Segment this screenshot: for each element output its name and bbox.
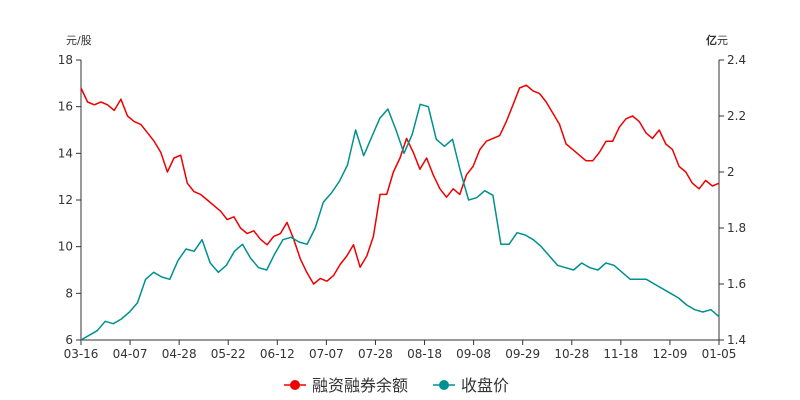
legend-label-close: 收盘价 xyxy=(461,376,509,395)
x-tick-label: 03-16 xyxy=(64,347,99,361)
legend-marker-margin xyxy=(290,380,300,390)
right-tick-label: 2 xyxy=(727,165,735,179)
series-line-close-price xyxy=(80,103,720,341)
x-tick-label: 04-28 xyxy=(162,347,197,361)
x-tick-label: 10-28 xyxy=(554,347,589,361)
legend-item-close-price[interactable]: 收盘价 xyxy=(433,376,509,395)
left-tick-label: 16 xyxy=(58,100,73,114)
axes: 6 8 10 12 14 16 18 1.4 1.6 1.8 2 2.2 2.4 03-16 04-07 04… xyxy=(58,53,746,361)
legend-marker-close xyxy=(439,380,449,390)
left-tick-label: 12 xyxy=(58,193,73,207)
x-tick-label: 12-09 xyxy=(652,347,687,361)
left-tick-label: 8 xyxy=(65,286,73,300)
right-axis-unit-rest: 元 xyxy=(717,34,728,47)
legend-item-margin-balance[interactable]: 融资融券余额 xyxy=(284,376,408,395)
legend-label-margin: 融资融券余额 xyxy=(312,376,408,395)
left-tick-label: 10 xyxy=(58,240,73,254)
x-tick-label: 04-07 xyxy=(113,347,148,361)
right-axis-unit-bold: 亿 xyxy=(706,33,717,47)
x-tick-label: 05-22 xyxy=(211,347,246,361)
series-line-margin-balance xyxy=(80,84,720,285)
left-tick-label: 14 xyxy=(58,146,73,160)
x-tick-label: 08-18 xyxy=(407,347,442,361)
legend: 融资融券余额 收盘价 xyxy=(284,376,509,395)
x-tick-label: 07-28 xyxy=(358,347,393,361)
right-tick-label: 2.2 xyxy=(727,109,746,123)
right-tick-label: 2.4 xyxy=(727,53,746,67)
series-lines xyxy=(80,84,720,341)
x-tick-label: 09-08 xyxy=(456,347,491,361)
left-axis-unit: 元/股 xyxy=(66,34,92,47)
x-tick-label: 01-05 xyxy=(702,347,737,361)
right-tick-label: 1.8 xyxy=(727,221,746,235)
x-tick-label: 07-07 xyxy=(309,347,344,361)
x-tick-label: 06-12 xyxy=(260,347,295,361)
left-tick-label: 18 xyxy=(58,53,73,67)
x-tick-label: 09-29 xyxy=(505,347,540,361)
left-tick-label: 6 xyxy=(65,333,73,347)
right-tick-label: 1.6 xyxy=(727,277,746,291)
x-tick-label: 11-18 xyxy=(603,347,638,361)
right-axis-unit: 亿元 xyxy=(706,33,728,47)
right-tick-label: 1.4 xyxy=(727,333,746,347)
